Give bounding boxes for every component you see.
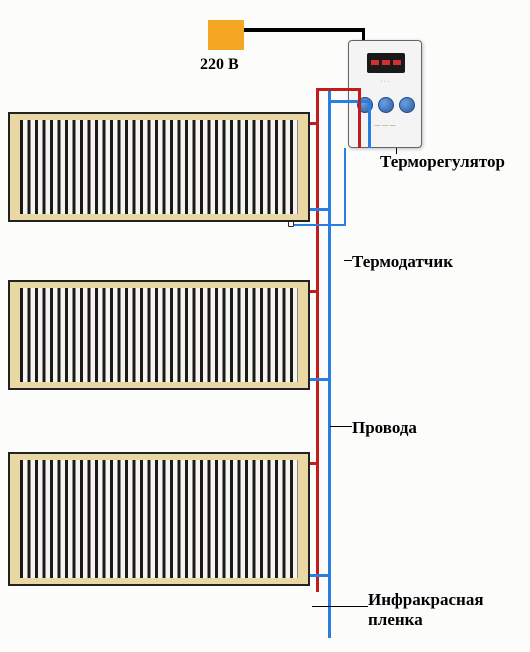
knob-icon — [399, 97, 415, 113]
thermostat-text: · · · — [349, 79, 421, 85]
callout-sensor — [344, 260, 352, 261]
wire-red-bus — [316, 88, 319, 592]
label-film-line2: пленка — [368, 610, 423, 630]
wire-blue-thermo-drop — [368, 100, 371, 148]
wire-red-thermo-drop — [358, 88, 361, 148]
wire-tap-blue — [310, 574, 330, 577]
wire-blue-bus — [328, 88, 331, 638]
wire-tap-blue — [310, 378, 330, 381]
label-sensor: Термодатчик — [352, 252, 453, 272]
infrared-film-panel — [8, 280, 310, 390]
label-film-line1: Инфракрасная — [368, 590, 484, 610]
callout-wires — [330, 426, 352, 427]
wire-tap-red — [310, 122, 318, 125]
callout-film — [312, 606, 368, 607]
wire-sensor-horizontal — [292, 224, 346, 226]
callout-thermostat — [396, 148, 397, 154]
film-stripes — [20, 460, 298, 578]
film-stripes — [20, 288, 298, 382]
power-wire-to-thermostat — [244, 28, 364, 32]
infrared-film-panel — [8, 452, 310, 586]
infrared-film-panel — [8, 112, 310, 222]
wire-sensor-vertical — [344, 148, 346, 226]
wire-tap-red — [310, 290, 318, 293]
wire-blue-to-thermostat — [328, 100, 370, 103]
wire-tap-red — [310, 462, 318, 465]
film-stripes — [20, 120, 298, 214]
knob-icon — [378, 97, 394, 113]
voltage-label: 220 В — [200, 56, 239, 74]
led-icon — [382, 60, 390, 65]
led-icon — [393, 60, 401, 65]
label-wires: Провода — [352, 418, 417, 438]
wire-tap-blue — [310, 208, 330, 211]
power-supply-box — [208, 20, 244, 50]
wire-red-to-thermostat — [316, 88, 360, 91]
led-icon — [371, 60, 379, 65]
label-thermostat: Терморегулятор — [380, 152, 505, 172]
